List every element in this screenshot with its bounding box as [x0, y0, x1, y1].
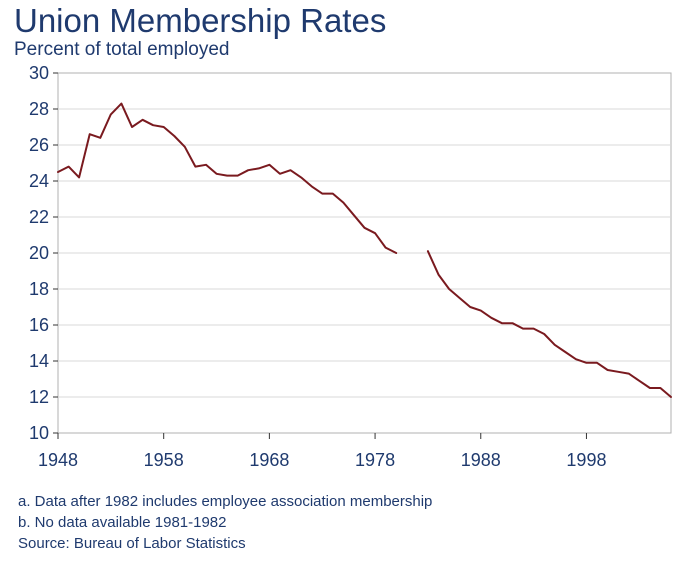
x-axis: 1948 1958 1968 1978 1988 1998 — [38, 433, 606, 470]
y-tick-label: 30 — [29, 63, 49, 83]
y-tick-label: 26 — [29, 135, 49, 155]
y-tick-label: 16 — [29, 315, 49, 335]
y-tick-label: 24 — [29, 171, 49, 191]
y-axis-label: Percent of total employed — [14, 39, 230, 60]
y-tick-label: 12 — [29, 387, 49, 407]
y-tick-label: 18 — [29, 279, 49, 299]
x-tick-label: 1948 — [38, 450, 78, 470]
y-tick-label: 22 — [29, 207, 49, 227]
footnotes: a. Data after 1982 includes employee ass… — [18, 491, 432, 554]
source-note: Source: Bureau of Labor Statistics — [18, 535, 246, 552]
x-tick-label: 1998 — [566, 450, 606, 470]
series-line-2 — [426, 250, 672, 398]
y-tick-label: 20 — [29, 243, 49, 263]
chart-title: Union Membership Rates — [14, 2, 387, 39]
y-tick-label: 28 — [29, 99, 49, 119]
x-tick-label: 1968 — [249, 450, 289, 470]
grid-lines — [58, 108, 671, 398]
y-tick-label: 10 — [29, 423, 49, 443]
data-series — [57, 102, 672, 398]
footnote-b: b. No data available 1981-1982 — [18, 514, 227, 531]
x-tick-label: 1988 — [461, 450, 501, 470]
y-tick-label: 14 — [29, 351, 49, 371]
series-line-1 — [57, 102, 398, 254]
y-axis: 10 12 14 16 18 20 22 24 26 28 30 — [29, 63, 58, 443]
x-tick-label: 1978 — [355, 450, 395, 470]
x-tick-label: 1958 — [144, 450, 184, 470]
footnote-a: a. Data after 1982 includes employee ass… — [18, 493, 433, 510]
